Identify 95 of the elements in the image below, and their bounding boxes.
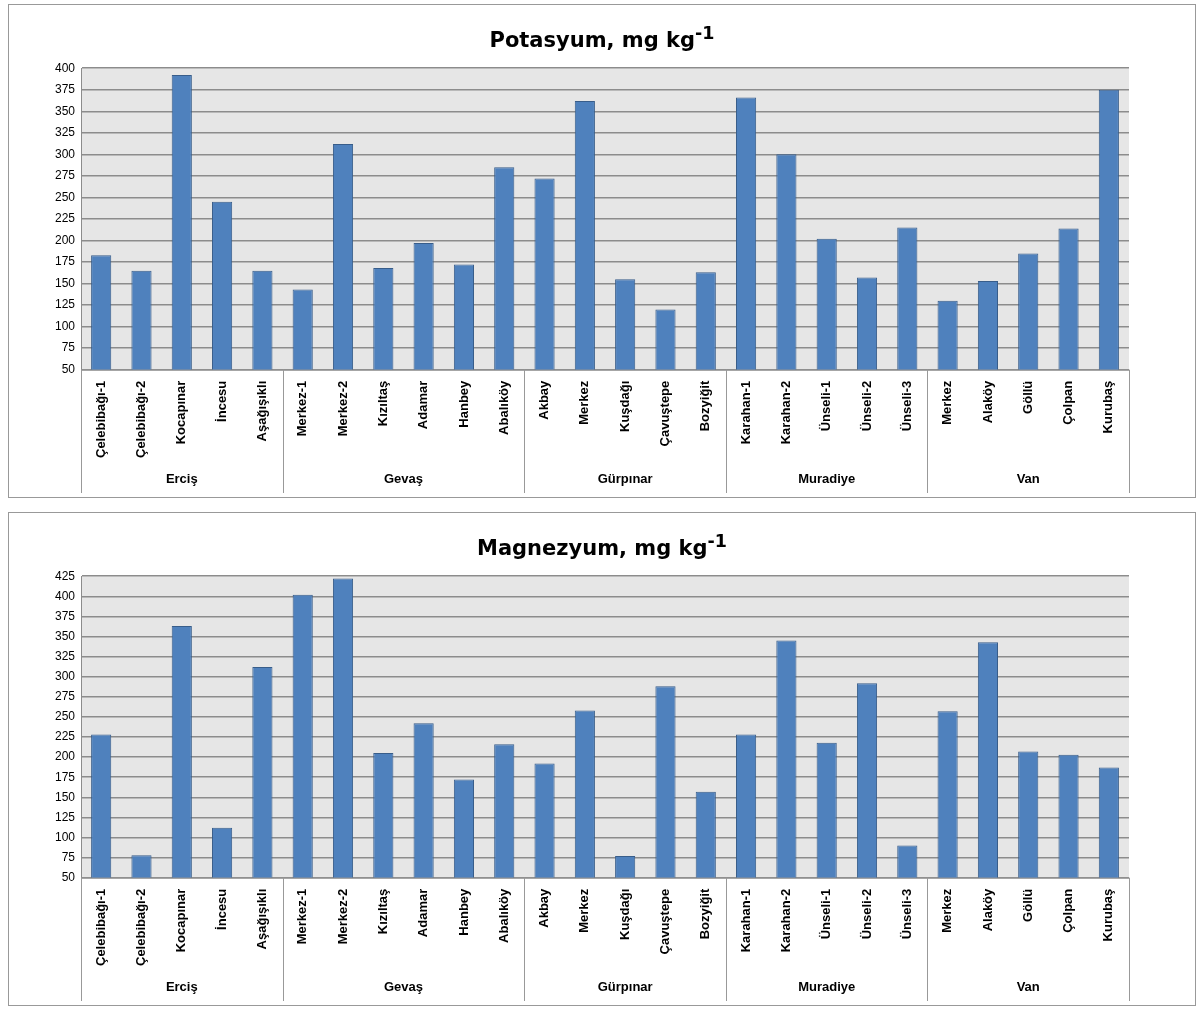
- y-tick-label: 225: [54, 729, 76, 744]
- y-tick-label: 325: [54, 125, 76, 140]
- y-tick-label: 150: [54, 789, 76, 804]
- x-tick-label: Hanbey: [455, 887, 471, 936]
- y-tick-label: 75: [61, 340, 76, 355]
- text: Van: [1016, 978, 1040, 994]
- x-tick-label: Karahan-1: [737, 380, 753, 445]
- y-tick-label: 425: [54, 568, 76, 583]
- x-tick-label: Ünseli-2: [858, 888, 874, 940]
- x-tick-label: Adamar: [415, 888, 431, 938]
- text: Van: [1016, 470, 1040, 486]
- x-tick-label: İncesu: [213, 380, 229, 422]
- x-tick-label: İncesu: [213, 888, 229, 930]
- y-tick-label: 375: [54, 82, 76, 97]
- x-tick-label: Karahan-1: [737, 888, 753, 953]
- x-tick-label: Adamar: [415, 380, 431, 430]
- y-tick-label: 150: [54, 275, 76, 290]
- x-tick-label: Çolpan: [1060, 380, 1076, 425]
- x-tick-label: Bozyiğit: [697, 888, 713, 940]
- x-tick-label: Çelebibağı-2: [133, 380, 149, 458]
- text: Gürpınar: [597, 978, 653, 994]
- y-tick-label: 175: [54, 769, 76, 784]
- x-tick-label: Kızıltaş: [374, 380, 390, 427]
- x-tick-label: Abalıköy: [495, 887, 511, 943]
- y-tick-label: 175: [54, 254, 76, 269]
- y-tick-label: 225: [54, 211, 76, 226]
- y-tick-label: 375: [54, 608, 76, 623]
- x-tick-label: Aşağışıklı: [253, 380, 269, 442]
- x-tick-label: Merkez-2: [334, 888, 350, 945]
- x-tick-label: Alaköy: [979, 887, 995, 932]
- chart-title: Magnezyum, mg kg$^{-1}$: [476, 531, 728, 562]
- y-tick-label: 250: [54, 189, 76, 204]
- y-tick-label: 400: [54, 60, 76, 75]
- text: Erciş: [165, 470, 198, 486]
- y-tick-label: 75: [61, 849, 76, 864]
- x-tick-label: Çavuştepe: [657, 888, 673, 955]
- y-tick-label: 100: [54, 318, 76, 333]
- y-tick-label: 300: [54, 669, 76, 684]
- y-tick-label: 400: [54, 588, 76, 603]
- y-tick-label: 300: [54, 146, 76, 161]
- x-tick-label: Kızıltaş: [374, 888, 390, 935]
- x-tick-label: Merkez: [939, 380, 955, 425]
- x-tick-label: Merkez-2: [334, 380, 350, 437]
- x-tick-label: Kuşdağı: [616, 888, 632, 940]
- x-tick-label: Karahan-2: [777, 888, 793, 953]
- x-tick-label: Hanbey: [455, 379, 471, 428]
- y-tick-label: 100: [54, 829, 76, 844]
- chart-title: Potasyum, mg kg$^{-1}$: [488, 23, 716, 54]
- y-tick-label: 200: [54, 749, 76, 764]
- x-tick-label: Merkez-1: [294, 888, 310, 945]
- y-tick-label: 250: [54, 709, 76, 724]
- text: Gevaş: [383, 470, 423, 486]
- x-tick-label: Kocapınar: [173, 380, 189, 445]
- y-tick-label: 325: [54, 648, 76, 663]
- text: Gevaş: [383, 978, 423, 994]
- y-tick-label: 275: [54, 689, 76, 704]
- x-tick-label: Ünseli-3: [898, 888, 914, 940]
- x-tick-label: Alaköy: [979, 379, 995, 424]
- x-tick-label: Ünseli-1: [818, 888, 834, 940]
- y-tick-label: 350: [54, 103, 76, 118]
- x-tick-label: Merkez-1: [294, 380, 310, 437]
- x-tick-label: Çavuştepe: [657, 380, 673, 447]
- y-tick-label: 50: [61, 362, 76, 377]
- x-tick-label: Çelebibağı-2: [133, 888, 149, 966]
- text: Gürpınar: [597, 470, 653, 486]
- x-tick-label: Karahan-2: [777, 380, 793, 445]
- x-tick-label: Ünseli-2: [858, 380, 874, 432]
- text: Muradiye: [798, 470, 856, 486]
- y-tick-label: 125: [54, 809, 76, 824]
- text: Muradiye: [798, 978, 856, 994]
- x-tick-label: Çelebibağı-1: [92, 380, 108, 458]
- x-tick-label: Abalıköy: [495, 379, 511, 435]
- x-tick-label: Akbay: [536, 379, 552, 420]
- x-tick-label: Ünseli-1: [818, 380, 834, 432]
- x-tick-label: Merkez: [576, 380, 592, 425]
- y-tick-label: 275: [54, 168, 76, 183]
- text: Erciş: [165, 978, 198, 994]
- x-tick-label: Merkez: [939, 888, 955, 933]
- x-tick-label: Kuşdağı: [616, 380, 632, 432]
- x-tick-label: Kurubaş: [1100, 888, 1116, 942]
- x-tick-label: Ünseli-3: [898, 380, 914, 432]
- x-tick-label: Bozyiğit: [697, 380, 713, 432]
- x-tick-label: Kurubaş: [1100, 380, 1116, 434]
- x-tick-label: Merkez: [576, 888, 592, 933]
- x-tick-label: Kocapınar: [173, 888, 189, 953]
- y-tick-label: 125: [54, 297, 76, 312]
- x-tick-label: Aşağışıklı: [253, 888, 269, 950]
- y-tick-label: 50: [61, 870, 76, 885]
- x-tick-label: Göllü: [1019, 380, 1035, 414]
- x-tick-label: Göllü: [1019, 888, 1035, 922]
- x-tick-label: Çelebibağı-1: [92, 888, 108, 966]
- x-tick-label: Akbay: [536, 887, 552, 928]
- y-tick-label: 350: [54, 628, 76, 643]
- x-tick-label: Çolpan: [1060, 888, 1076, 933]
- y-tick-label: 200: [54, 232, 76, 247]
